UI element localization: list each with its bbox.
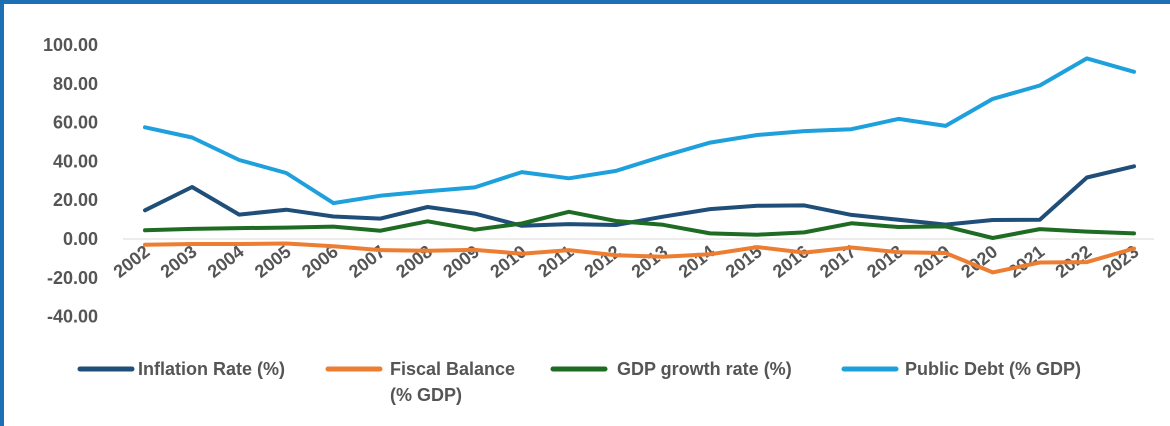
x-tick-label: 2023: [1099, 241, 1143, 281]
legend-label: Fiscal Balance: [390, 359, 515, 379]
x-tick-label: 2013: [628, 241, 672, 281]
x-tick-label: 2003: [157, 241, 201, 281]
y-tick-label: -40.00: [47, 307, 98, 327]
y-tick-label: 80.00: [53, 74, 98, 94]
x-axis-ticks: 2002 2003 2004 2005 2006 2007 2008 2009 2010 2011…: [110, 241, 1143, 281]
legend-label: GDP growth rate (%): [617, 359, 792, 379]
y-tick-label: 60.00: [53, 113, 98, 133]
x-tick-label: 2008: [392, 241, 436, 281]
y-tick-label: 20.00: [53, 190, 98, 210]
legend-item-0: Inflation Rate (%): [77, 359, 285, 379]
series-line-3: [143, 56, 1136, 206]
x-tick-label: 2005: [251, 241, 295, 281]
series-line-1: [143, 241, 1136, 275]
legend-item-2: GDP growth rate (%): [550, 359, 792, 379]
legend: Inflation Rate (%) Fiscal Balance (% GDP) G…: [77, 359, 1081, 405]
x-tick-label: 2011: [534, 241, 577, 281]
series-line-0: [143, 164, 1136, 228]
legend-item-1: Fiscal Balance (% GDP): [325, 359, 515, 405]
y-tick-label: 100.00: [43, 35, 98, 55]
x-tick-label: 2009: [439, 241, 483, 281]
series-line-2: [143, 209, 1136, 240]
series-lines: [143, 56, 1136, 275]
x-tick-label: 2010: [486, 241, 530, 281]
x-tick-label: 2002: [110, 241, 154, 281]
y-axis-ticks: 100.00 80.00 60.00 40.00 20.00 0.00 -20.00 -40.…: [43, 35, 98, 327]
legend-label: Public Debt (% GDP): [905, 359, 1081, 379]
x-tick-label: 2004: [204, 241, 248, 281]
x-tick-label: 2014: [675, 241, 719, 281]
legend-item-3: Public Debt (% GDP): [841, 359, 1081, 379]
x-tick-label: 2012: [581, 241, 625, 281]
legend-label: Inflation Rate (%): [138, 359, 285, 379]
y-tick-label: -20.00: [47, 268, 98, 288]
y-tick-label: 0.00: [63, 229, 98, 249]
legend-label: (% GDP): [390, 385, 462, 405]
x-tick-label: 2019: [910, 241, 954, 281]
y-tick-label: 40.00: [53, 151, 98, 171]
